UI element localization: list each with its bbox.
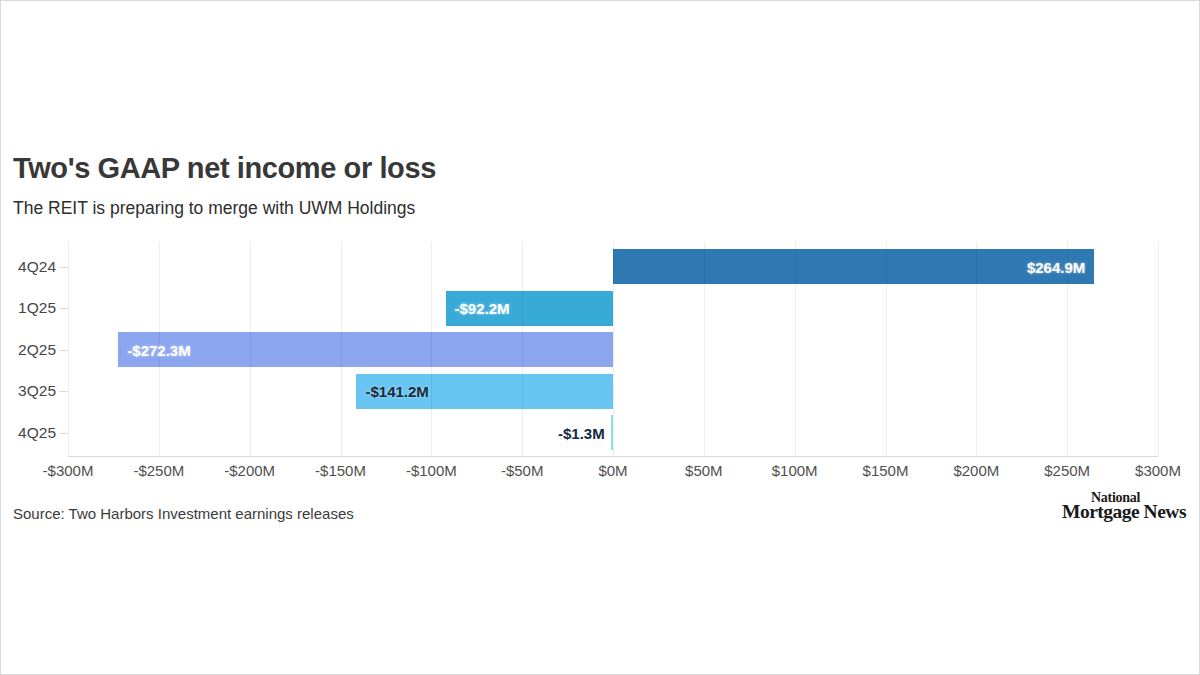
x-axis-line	[68, 456, 1158, 457]
gridline	[68, 242, 69, 456]
x-tick-label: $150M	[863, 463, 909, 478]
category-label-4Q24: 4Q24	[18, 259, 56, 275]
bar-value-label: -$141.2M	[365, 384, 428, 399]
bar-value-label: -$92.2M	[455, 301, 510, 316]
gridline	[795, 242, 796, 456]
x-tick-label: -$200M	[224, 463, 275, 478]
gridline	[886, 242, 887, 456]
gridline	[431, 242, 432, 456]
x-tick-label: -$150M	[315, 463, 366, 478]
category-tick	[59, 433, 68, 434]
x-tick-label: $100M	[772, 463, 818, 478]
gridline	[976, 242, 977, 456]
x-tick-label: -$300M	[43, 463, 94, 478]
category-label-4Q25: 4Q25	[18, 425, 56, 441]
bar-value-label: -$272.3M	[127, 342, 190, 357]
gaap-net-income-bar-chart: $264.9M -$92.2M -$272.3M -$141.2M -$1.3M -$30…	[1, 1, 1200, 675]
x-tick-label: $0M	[598, 463, 627, 478]
category-tick	[59, 350, 68, 351]
publisher-logo: National Mortgage News	[1062, 491, 1186, 521]
x-tick-label: $50M	[685, 463, 723, 478]
bar-value-label: $264.9M	[1027, 259, 1085, 274]
bar-4Q24	[613, 249, 1094, 284]
publisher-logo-line2: Mortgage News	[1062, 504, 1186, 521]
category-label-1Q25: 1Q25	[18, 300, 56, 316]
x-tick-label: $300M	[1135, 463, 1181, 478]
x-tick-label: -$250M	[133, 463, 184, 478]
category-tick	[59, 267, 68, 268]
gridline	[341, 242, 342, 456]
x-tick-label: -$50M	[501, 463, 544, 478]
source-note: Source: Two Harbors Investment earnings …	[13, 505, 354, 523]
chart-card: Two's GAAP net income or loss The REIT i…	[0, 0, 1200, 675]
gridline	[613, 242, 614, 456]
gridline	[522, 242, 523, 456]
category-tick	[59, 391, 68, 392]
x-tick-label: -$100M	[406, 463, 457, 478]
bar-value-label: -$1.3M	[558, 425, 605, 440]
gridline	[1158, 242, 1159, 456]
category-label-2Q25: 2Q25	[18, 342, 56, 358]
category-label-3Q25: 3Q25	[18, 383, 56, 399]
bar-2Q25	[118, 332, 613, 367]
category-tick	[59, 308, 68, 309]
gridline	[704, 242, 705, 456]
x-tick-label: $250M	[1044, 463, 1090, 478]
x-tick-label: $200M	[953, 463, 999, 478]
gridline	[250, 242, 251, 456]
